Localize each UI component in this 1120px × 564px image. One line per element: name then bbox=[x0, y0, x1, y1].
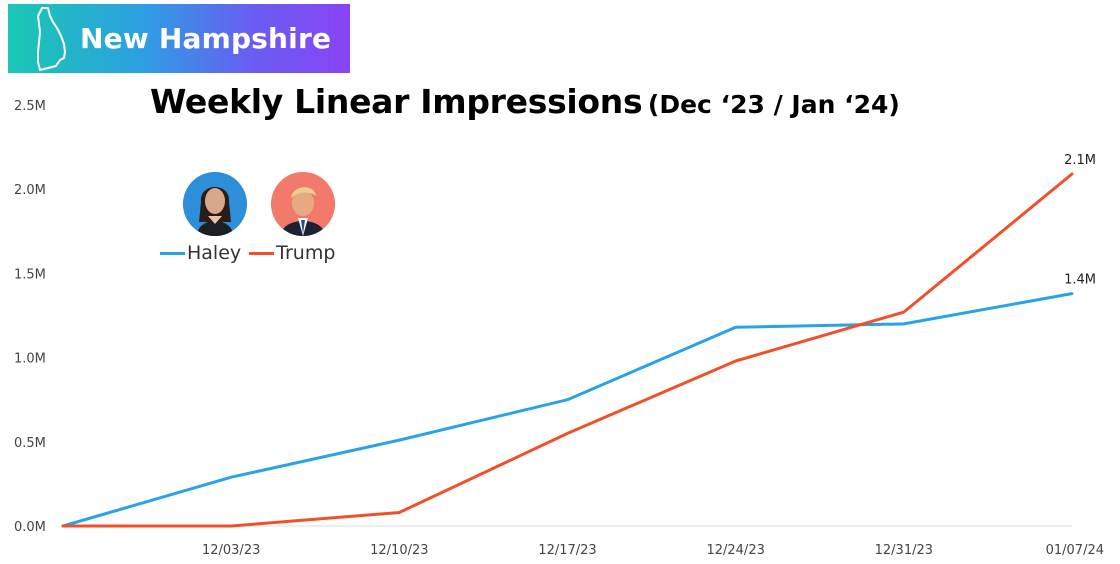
x-tick-label: 01/07/24 bbox=[1046, 543, 1104, 558]
x-tick-label: 12/10/23 bbox=[370, 543, 428, 558]
haley-portrait-icon bbox=[183, 172, 247, 236]
legend-swatch-trump bbox=[249, 251, 275, 255]
banner-title: New Hampshire bbox=[80, 22, 332, 55]
series-line-trump bbox=[61, 172, 1074, 528]
chart-title: Weekly Linear Impressions (Dec ‘23 / Jan… bbox=[150, 82, 1110, 121]
chart-title-main: Weekly Linear Impressions bbox=[150, 82, 643, 121]
trump-portrait-icon bbox=[271, 172, 335, 236]
x-axis-ticks: 12/03/23 12/10/23 12/17/23 12/24/23 12/31/23… bbox=[202, 543, 1104, 558]
series-line-haley bbox=[61, 292, 1074, 528]
haley-avatar bbox=[183, 172, 247, 236]
y-tick-label: 1.0M bbox=[14, 352, 46, 367]
y-tick-label: 0.0M bbox=[14, 520, 46, 535]
chart-subtitle: (Dec ‘23 / Jan ‘24) bbox=[647, 90, 900, 119]
end-labels: 1.4M 2.1M bbox=[1064, 153, 1096, 288]
y-tick-label: 2.5M bbox=[14, 99, 46, 114]
y-tick-label: 1.5M bbox=[14, 267, 46, 282]
legend-item-trump: Trump bbox=[249, 242, 335, 264]
y-tick-label: 0.5M bbox=[14, 436, 46, 451]
legend-swatch-haley bbox=[160, 251, 185, 255]
state-banner: New Hampshire bbox=[8, 4, 350, 73]
chart-legend: Haley Trump bbox=[160, 242, 343, 264]
legend-item-haley: Haley bbox=[160, 242, 241, 264]
legend-label-trump: Trump bbox=[276, 242, 336, 264]
x-tick-label: 12/03/23 bbox=[202, 543, 260, 558]
y-axis-ticks: 0.0M 0.5M 1.0M 1.5M 2.0M 2.5M bbox=[14, 99, 46, 535]
y-tick-label: 2.0M bbox=[14, 183, 46, 198]
new-hampshire-outline-icon bbox=[37, 7, 66, 71]
legend-label-haley: Haley bbox=[187, 242, 242, 264]
x-tick-label: 12/24/23 bbox=[706, 543, 764, 558]
x-tick-label: 12/31/23 bbox=[875, 543, 933, 558]
trump-avatar bbox=[271, 172, 335, 236]
end-label-trump: 2.1M bbox=[1064, 153, 1096, 168]
end-label-haley: 1.4M bbox=[1064, 273, 1096, 288]
x-tick-label: 12/17/23 bbox=[538, 543, 596, 558]
series-lines bbox=[61, 172, 1074, 528]
